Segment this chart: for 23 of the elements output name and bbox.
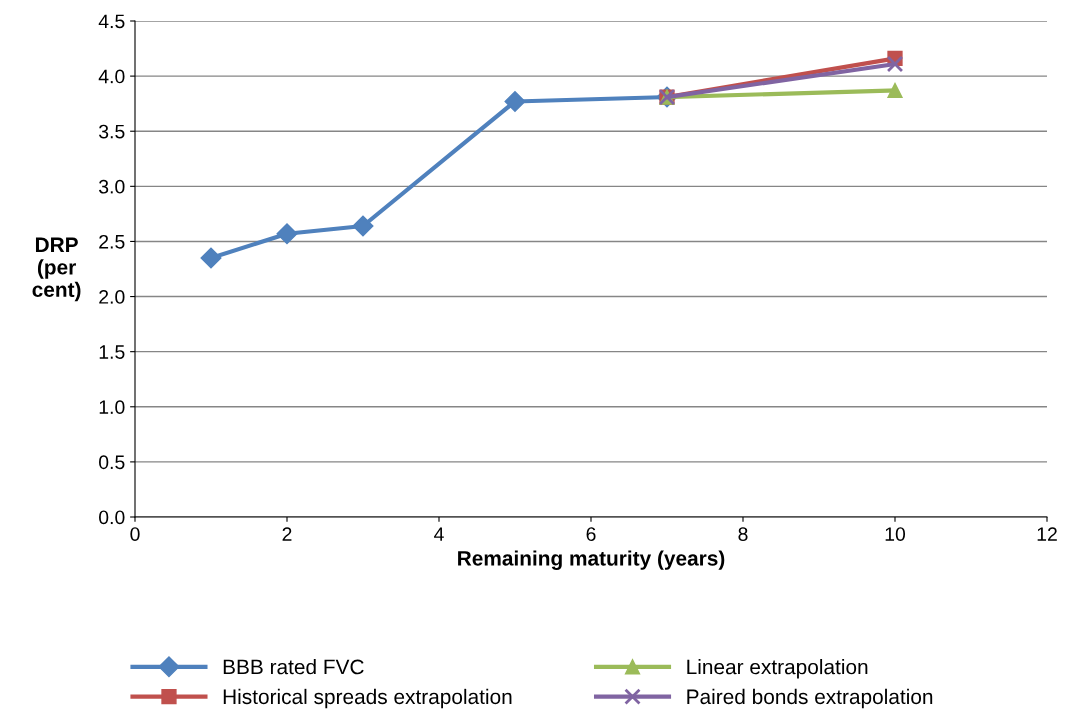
x-tick-label: 12 — [1037, 527, 1057, 541]
x-tick-label: 0 — [130, 527, 140, 541]
y-tick-label: 3.5 — [98, 124, 125, 139]
y-tick-label: 2.5 — [99, 234, 125, 249]
y-axis-title: DRP (per cent) — [32, 237, 81, 302]
x-tick-label: 8 — [738, 527, 748, 541]
x-tick-label: 6 — [586, 527, 596, 541]
y-tick-label: 4.5 — [98, 14, 125, 29]
legend-label: Linear extrapolation — [687, 658, 868, 679]
y-tick-label: 1.5 — [99, 345, 125, 359]
x-tick-label: 4 — [434, 527, 444, 541]
legend-label: Historical spreads extrapolation — [223, 688, 512, 709]
y-tick-label: 0.0 — [99, 510, 125, 525]
y-tick-label: 4.0 — [98, 69, 125, 84]
y-tick-label: 0.5 — [99, 455, 125, 470]
x-axis-title: Remaining maturity (years) — [458, 550, 725, 570]
x-tick-label: 2 — [282, 527, 292, 541]
x-tick-label: 10 — [885, 527, 906, 541]
legend-label: BBB rated FVC — [223, 658, 364, 675]
y-tick-label: 3.0 — [98, 179, 125, 194]
y-tick-label: 1.0 — [99, 400, 125, 415]
legend-label: Paired bonds extrapolation — [687, 688, 933, 709]
y-tick-label: 2.0 — [99, 290, 125, 304]
